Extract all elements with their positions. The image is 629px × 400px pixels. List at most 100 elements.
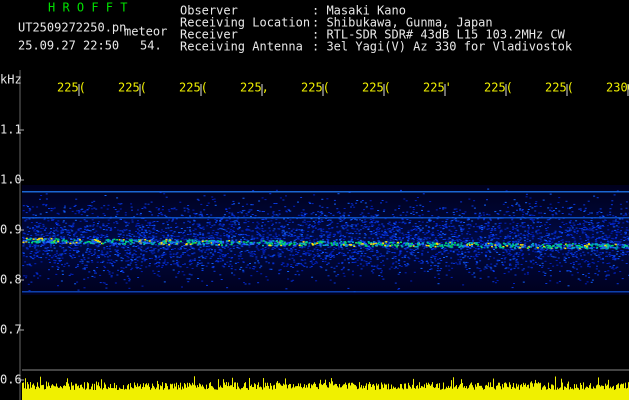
carrier-dot: [240, 241, 243, 243]
noise-dot: [223, 247, 226, 249]
noise-dot: [616, 228, 619, 230]
noise-dot: [539, 205, 542, 207]
carrier-dot: [22, 241, 25, 244]
noise-dot: [165, 216, 168, 218]
noise-dot: [55, 255, 57, 257]
noise-dot: [513, 232, 516, 234]
noise-dot: [360, 252, 363, 254]
noise-dot: [495, 263, 498, 265]
noise-dot: [571, 225, 574, 227]
noise-dot: [346, 248, 349, 250]
noise-dot: [72, 238, 75, 240]
noise-dot: [382, 278, 385, 280]
noise-dot: [255, 256, 258, 258]
noise-dot: [449, 251, 452, 252]
noise-dot: [573, 224, 576, 226]
noise-dot: [507, 267, 510, 269]
noise-dot: [207, 232, 210, 234]
noise-dot: [489, 266, 492, 268]
noise-dot: [252, 190, 255, 192]
noise-dot: [432, 255, 435, 257]
noise-dot: [289, 210, 292, 212]
noise-dot: [402, 238, 404, 240]
noise-dot: [400, 228, 403, 229]
noise-dot: [229, 230, 232, 232]
noise-dot: [168, 245, 171, 247]
noise-dot: [512, 256, 515, 258]
noise-dot: [597, 227, 600, 229]
noise-dot: [370, 208, 372, 210]
noise-dot: [163, 281, 166, 283]
noise-dot: [227, 238, 230, 240]
noise-dot: [497, 213, 500, 215]
noise-dot: [414, 223, 417, 225]
noise-dot: [395, 221, 397, 223]
noise-dot: [369, 219, 372, 220]
noise-dot: [603, 238, 606, 240]
noise-dot: [60, 237, 63, 239]
noise-dot: [335, 242, 338, 243]
noise-dot: [251, 253, 254, 255]
noise-dot: [573, 267, 576, 269]
noise-dot: [128, 232, 131, 234]
noise-dot: [77, 230, 80, 232]
noise-dot: [173, 263, 176, 265]
noise-dot: [527, 228, 530, 230]
noise-dot: [249, 255, 252, 257]
carrier-dot: [556, 244, 558, 246]
noise-dot: [608, 255, 611, 257]
noise-dot: [216, 232, 219, 234]
noise-dot: [428, 227, 431, 228]
noise-dot: [256, 237, 259, 239]
noise-dot: [57, 234, 60, 236]
noise-dot: [612, 220, 615, 222]
noise-dot: [512, 258, 515, 260]
carrier-dot: [280, 243, 283, 245]
carrier-dot: [460, 244, 463, 246]
noise-dot: [50, 243, 52, 245]
noise-dot: [371, 249, 374, 251]
noise-dot: [175, 276, 178, 278]
noise-dot: [285, 248, 288, 250]
noise-dot: [510, 269, 512, 271]
carrier-dot: [626, 246, 628, 248]
noise-dot: [297, 262, 300, 264]
noise-dot: [91, 261, 94, 263]
noise-dot: [384, 231, 387, 233]
noise-dot: [516, 223, 519, 225]
noise-dot: [490, 219, 492, 221]
noise-dot: [431, 234, 434, 235]
noise-dot: [420, 229, 423, 231]
noise-dot: [123, 279, 126, 281]
noise-dot: [450, 222, 453, 224]
noise-dot: [587, 261, 589, 263]
noise-dot: [279, 238, 282, 240]
noise-dot: [125, 246, 128, 248]
carrier-dot: [596, 244, 599, 246]
carrier-dot: [467, 245, 470, 248]
noise-dot: [416, 240, 419, 242]
noise-dot: [461, 247, 464, 249]
carrier-dot: [73, 242, 76, 245]
noise-dot: [442, 208, 445, 210]
noise-dot: [529, 240, 532, 242]
noise-dot: [573, 241, 576, 243]
noise-dot: [76, 281, 79, 283]
noise-dot: [541, 249, 544, 251]
noise-dot: [54, 260, 57, 262]
noise-dot: [260, 235, 263, 237]
noise-dot: [517, 230, 520, 232]
noise-dot: [102, 254, 105, 256]
noise-dot: [72, 248, 75, 250]
noise-dot: [414, 228, 417, 230]
noise-dot: [126, 260, 129, 262]
noise-dot: [337, 193, 340, 195]
noise-dot: [290, 230, 293, 232]
noise-dot: [154, 248, 157, 249]
noise-dot: [127, 260, 130, 262]
carrier-dot: [519, 244, 522, 246]
noise-dot: [91, 208, 94, 210]
noise-dot: [417, 227, 420, 229]
noise-dot: [561, 239, 564, 241]
